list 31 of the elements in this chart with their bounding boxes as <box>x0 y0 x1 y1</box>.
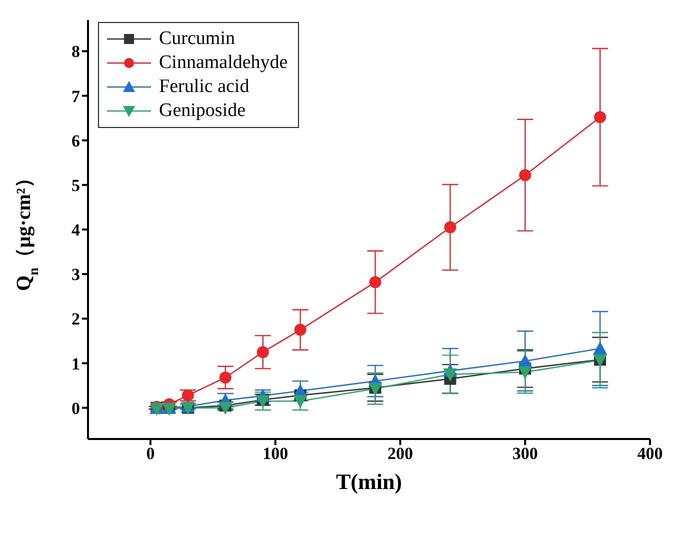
x-tick-label: 400 <box>637 444 663 464</box>
point <box>593 342 608 355</box>
y-tick-label: 4 <box>72 220 80 240</box>
legend-label: Ferulic acid <box>159 76 250 98</box>
point <box>219 371 232 384</box>
y-tick-label: 1 <box>72 354 80 374</box>
x-tick-label: 0 <box>146 444 155 464</box>
x-tick-label: 100 <box>262 444 288 464</box>
point <box>443 368 458 382</box>
point <box>594 111 606 124</box>
point <box>518 366 532 380</box>
y-tick-label: 7 <box>72 86 80 106</box>
y-tick-label: 6 <box>72 131 80 150</box>
point <box>519 169 532 182</box>
y-tick-label: 2 <box>72 310 80 329</box>
legend-label: Curcumin <box>159 28 235 50</box>
x-axis-title: T(min) <box>336 469 402 494</box>
x-tick-label: 200 <box>387 444 413 464</box>
y-tick-label: 8 <box>72 42 80 62</box>
legend-label: Geniposide <box>159 100 246 122</box>
point <box>218 402 232 415</box>
point <box>369 276 382 288</box>
point <box>256 346 269 358</box>
x-tick-label: 300 <box>512 444 538 464</box>
legend-label: Cinnamaldehyde <box>159 52 288 74</box>
point <box>294 324 306 336</box>
point <box>444 221 456 234</box>
point <box>293 395 308 408</box>
y-tick-label: 5 <box>72 176 80 195</box>
y-tick-label: 0 <box>72 398 80 418</box>
y-tick-label: 3 <box>72 265 80 284</box>
